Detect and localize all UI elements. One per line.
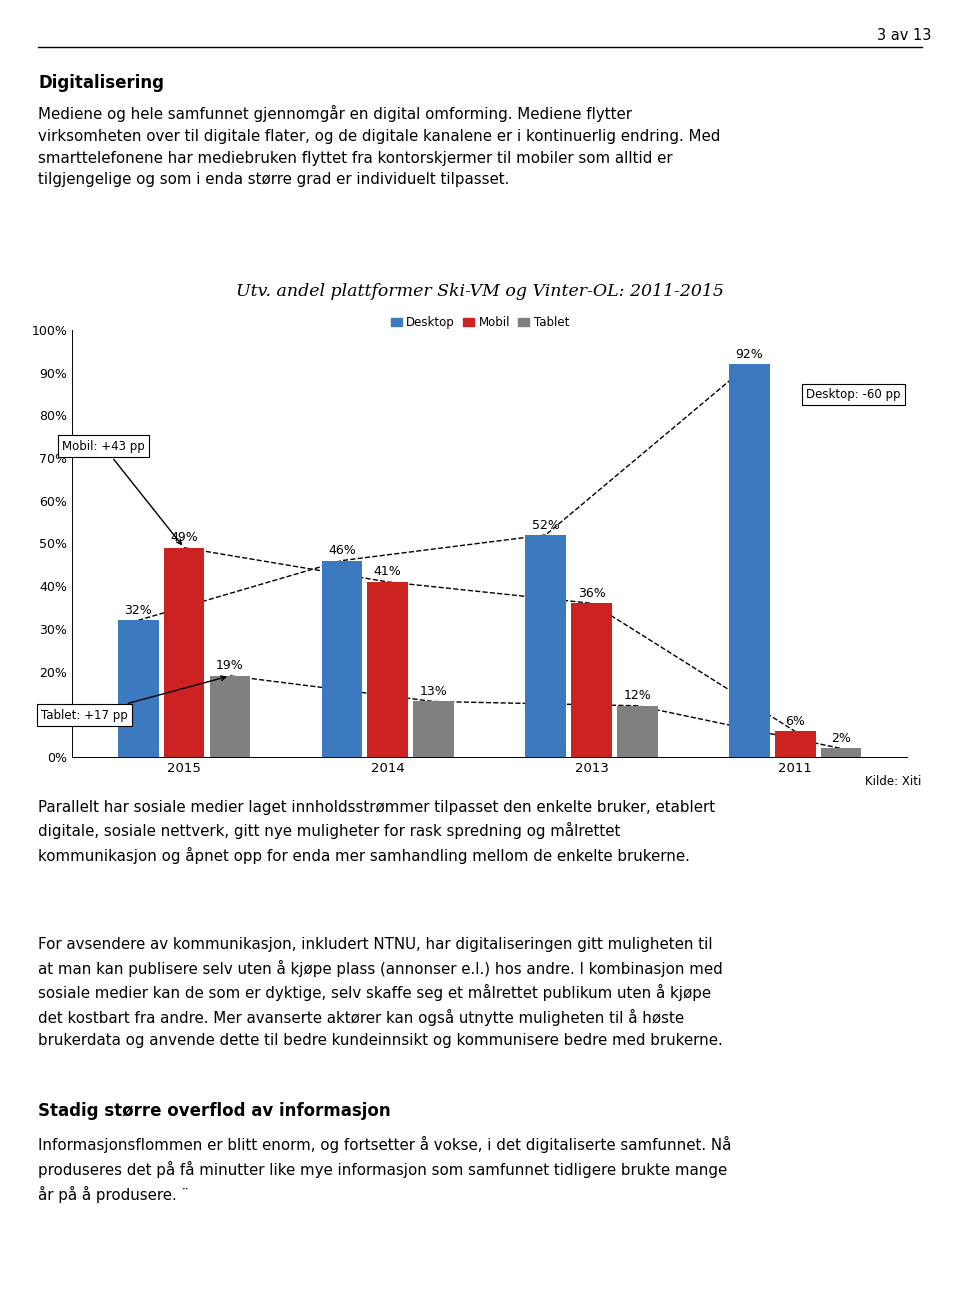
Text: Desktop: -60 pp: Desktop: -60 pp xyxy=(806,388,900,401)
Text: Mobil: +43 pp: Mobil: +43 pp xyxy=(61,440,181,545)
Bar xyxy=(729,364,770,757)
Text: Kilde: Xiti: Kilde: Xiti xyxy=(865,775,922,788)
Text: Tablet: +17 pp: Tablet: +17 pp xyxy=(41,675,226,722)
Text: 6%: 6% xyxy=(785,716,805,729)
Bar xyxy=(413,701,454,757)
Text: Utv. andel plattformer Ski-VM og Vinter-OL: 2011-2015: Utv. andel plattformer Ski-VM og Vinter-… xyxy=(236,283,724,300)
Text: Mediene og hele samfunnet gjennomgår en digital omforming. Mediene flytter
virks: Mediene og hele samfunnet gjennomgår en … xyxy=(38,106,721,188)
Bar xyxy=(617,705,658,757)
Bar xyxy=(821,748,861,757)
Text: 32%: 32% xyxy=(125,604,152,617)
Legend: Desktop, Mobil, Tablet: Desktop, Mobil, Tablet xyxy=(386,312,574,334)
Text: Digitalisering: Digitalisering xyxy=(38,74,164,92)
Text: 13%: 13% xyxy=(420,685,447,697)
Bar xyxy=(322,560,362,757)
Bar xyxy=(368,582,408,757)
Text: 49%: 49% xyxy=(170,532,198,545)
Text: For avsendere av kommunikasjon, inkludert NTNU, har digitaliseringen gitt muligh: For avsendere av kommunikasjon, inkluder… xyxy=(38,937,723,1048)
Bar xyxy=(163,547,204,757)
Text: 41%: 41% xyxy=(373,565,401,578)
Bar xyxy=(525,534,566,757)
Text: 92%: 92% xyxy=(735,348,763,361)
Bar xyxy=(209,675,251,757)
Text: 46%: 46% xyxy=(328,545,356,558)
Text: 36%: 36% xyxy=(578,587,606,600)
Text: Parallelt har sosiale medier laget innholdsstrømmer tilpasset den enkelte bruker: Parallelt har sosiale medier laget innho… xyxy=(38,800,715,864)
Text: 52%: 52% xyxy=(532,519,560,532)
Bar xyxy=(118,620,158,757)
Text: 12%: 12% xyxy=(623,690,651,703)
Text: Stadig større overflod av informasjon: Stadig større overflod av informasjon xyxy=(38,1102,391,1121)
Text: 2%: 2% xyxy=(831,732,851,745)
Bar xyxy=(775,731,816,757)
Text: 3 av 13: 3 av 13 xyxy=(876,27,931,43)
Text: Informasjonsflommen er blitt enorm, og fortsetter å vokse, i det digitaliserte s: Informasjonsflommen er blitt enorm, og f… xyxy=(38,1136,732,1202)
Text: 19%: 19% xyxy=(216,660,244,673)
Bar xyxy=(571,603,612,757)
